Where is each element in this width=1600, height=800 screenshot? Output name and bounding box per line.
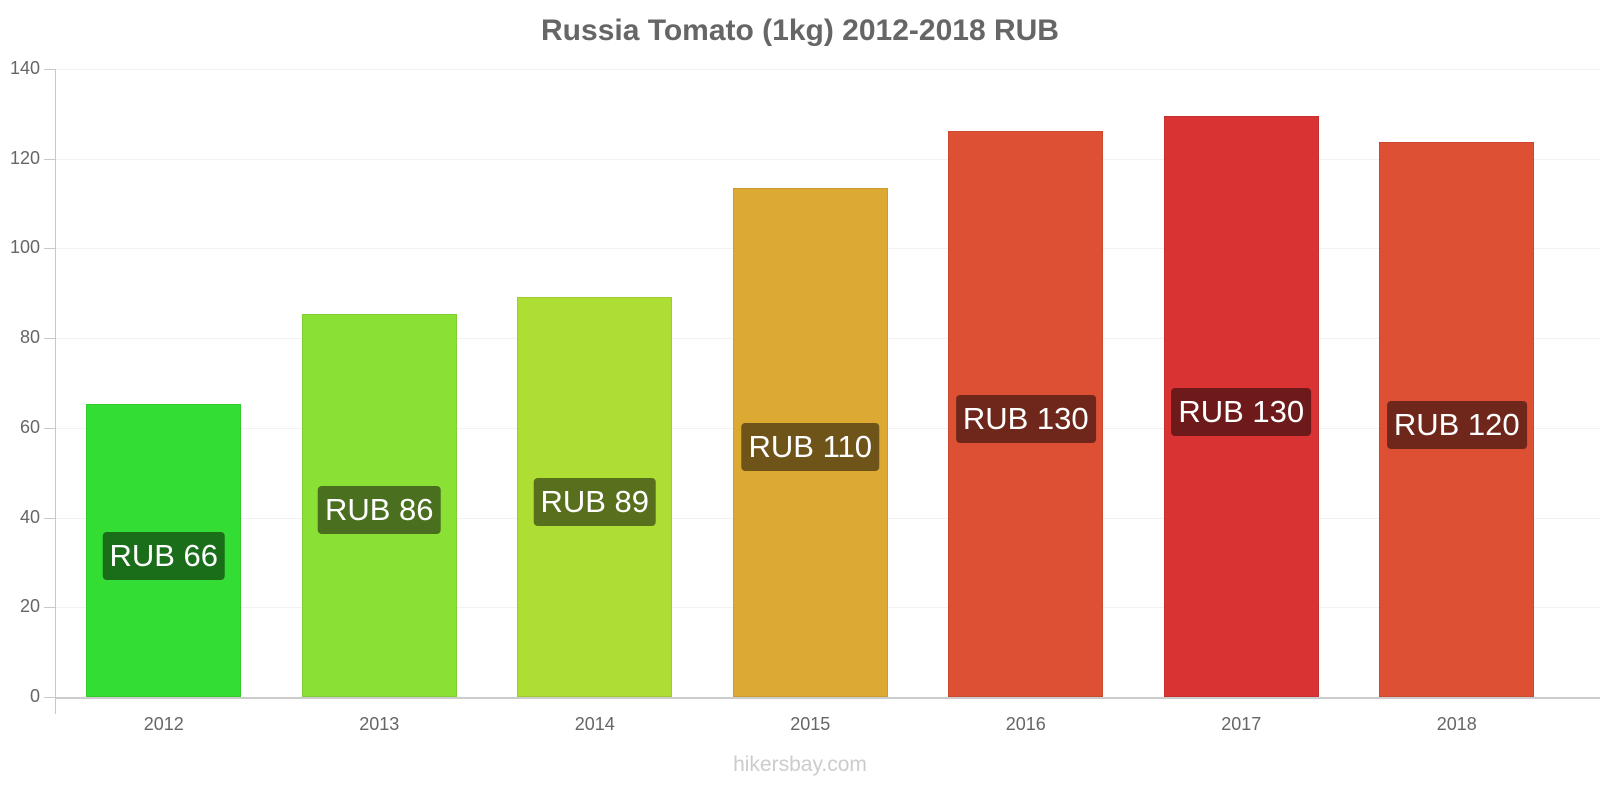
data-label-2014: RUB 89	[533, 477, 657, 526]
y-tick-label: 120	[9, 147, 40, 168]
x-axis-line	[56, 697, 1600, 699]
gridline	[56, 69, 1600, 70]
data-label-2013: RUB 86	[317, 486, 441, 535]
chart-title: Russia Tomato (1kg) 2012-2018 RUB	[541, 14, 1059, 47]
x-tick-label: 2013	[359, 714, 400, 734]
data-label-2012: RUB 66	[102, 531, 226, 580]
y-tick-mark	[44, 427, 55, 429]
y-tick-label: 80	[19, 327, 40, 348]
x-tick-label: 2012	[143, 714, 184, 734]
x-tick-label: 2015	[790, 714, 831, 734]
y-tick-label: 40	[19, 506, 40, 527]
data-label-2016: RUB 130	[955, 394, 1096, 443]
x-tick-label: 2014	[574, 714, 615, 734]
y-tick-mark	[44, 607, 55, 609]
y-tick-mark	[44, 697, 55, 698]
y-tick-mark	[44, 248, 55, 250]
y-axis-line	[55, 69, 56, 714]
y-tick-label: 140	[9, 58, 40, 78]
x-tick-label: 2016	[1005, 714, 1046, 734]
data-label-2017: RUB 130	[1171, 387, 1312, 436]
gridline	[56, 158, 1600, 160]
y-tick-label: 100	[9, 237, 40, 258]
watermark: hikersbay.com	[733, 753, 867, 776]
y-tick-mark	[44, 158, 55, 160]
y-tick-mark	[44, 517, 55, 519]
y-tick-mark	[44, 69, 55, 70]
data-label-2018: RUB 120	[1386, 400, 1527, 449]
y-tick-label: 20	[19, 596, 40, 617]
data-label-2015: RUB 110	[741, 423, 879, 472]
x-tick-label: 2018	[1436, 714, 1477, 734]
y-tick-mark	[44, 338, 55, 340]
y-tick-label: 60	[19, 416, 40, 437]
y-tick-label: 0	[29, 686, 40, 706]
x-tick-label: 2017	[1221, 714, 1262, 734]
